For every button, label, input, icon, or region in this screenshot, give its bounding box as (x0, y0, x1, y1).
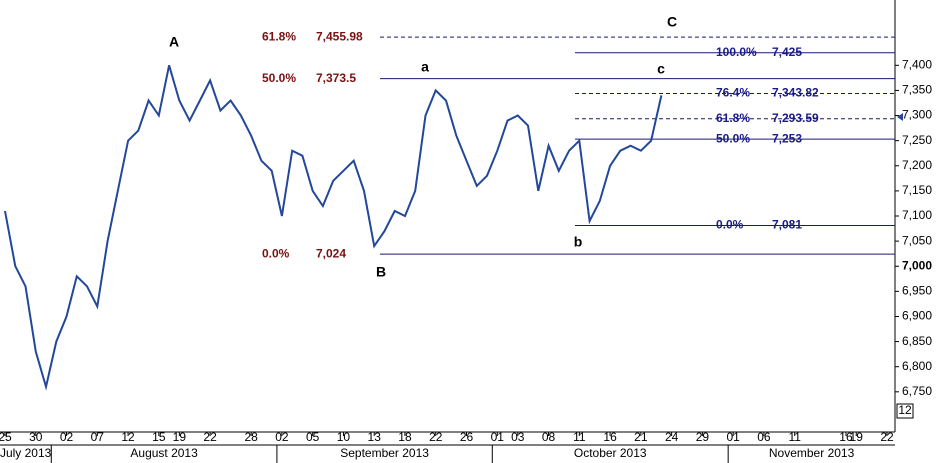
y-tick-label: 7,150 (902, 183, 932, 197)
x-tick-label: 24 (665, 430, 679, 444)
x-tick-label: 05 (306, 430, 320, 444)
fib-price: 7,024 (316, 246, 346, 260)
fib-percent: 0.0% (262, 246, 290, 260)
x-tick-label: 15 (152, 430, 166, 444)
x-tick-label: 03 (511, 430, 525, 444)
fib-price: 7,455.98 (316, 29, 363, 43)
y-tick-label: 6,950 (902, 284, 932, 298)
y-tick-label: 7,000 (902, 258, 932, 272)
y-tick-label: 7,300 (902, 108, 932, 122)
y-tick-label: 6,800 (902, 359, 932, 373)
y-tick-label: 7,100 (902, 208, 932, 222)
x-tick-label: 26 (460, 430, 474, 444)
price-line (4, 65, 663, 391)
fib-percent: 50.0% (716, 131, 750, 145)
y-tick-label: 7,250 (902, 133, 932, 147)
x-tick-label: 12 (121, 430, 135, 444)
x-tick-label: 29 (696, 430, 710, 444)
fib-price: 7,081 (772, 218, 802, 232)
x-tick-label: 08 (542, 430, 556, 444)
y-tick-label: 6,850 (902, 334, 932, 348)
x-tick-label: 16 (603, 430, 617, 444)
fib-percent: 100.0% (716, 45, 757, 59)
x-tick-label: 22 (203, 430, 217, 444)
x-tick-label: 06 (757, 430, 771, 444)
y-tick-label: 7,200 (902, 158, 932, 172)
fib-percent: 76.4% (716, 86, 750, 100)
month-label: September 2013 (340, 446, 429, 460)
x-tick-label: 11 (573, 430, 586, 444)
x-tick-label: 02 (60, 430, 74, 444)
corner-box (896, 403, 914, 419)
month-label: August 2013 (130, 446, 198, 460)
wave-label: C (667, 14, 677, 30)
x-tick-label: 22 (880, 430, 894, 444)
x-tick-label: 18 (398, 430, 412, 444)
fib-price: 7,343.82 (772, 86, 819, 100)
month-label: October 2013 (574, 446, 647, 460)
corner-label: 12 (898, 403, 912, 417)
y-tick-label: 6,750 (902, 384, 932, 398)
fib-percent: 61.8% (262, 29, 296, 43)
x-tick-label: 10 (337, 430, 351, 444)
wave-label: a (421, 59, 429, 75)
x-tick-label: 16 (839, 430, 853, 444)
x-tick-label: 21 (634, 430, 648, 444)
x-tick-label: 19 (850, 430, 864, 444)
x-tick-label: 22 (429, 430, 443, 444)
fib-price: 7,425 (772, 45, 802, 59)
fib-price: 7,253 (772, 131, 802, 145)
wave-label: c (657, 61, 665, 77)
wave-label: A (169, 34, 179, 50)
x-tick-label: 25 (0, 430, 12, 444)
x-tick-label: 13 (368, 430, 382, 444)
x-tick-label: 30 (29, 430, 43, 444)
y-tick-label: 7,400 (902, 57, 932, 71)
month-label: July 2013 (0, 446, 52, 460)
fib-percent: 50.0% (262, 71, 296, 85)
wave-label: b (574, 234, 583, 250)
y-tick-label: 7,050 (902, 233, 932, 247)
x-tick-label: 28 (244, 430, 258, 444)
x-tick-label: 01 (491, 430, 505, 444)
x-tick-label: 19 (173, 430, 187, 444)
x-tick-label: 01 (726, 430, 740, 444)
y-tick-label: 7,350 (902, 83, 932, 97)
x-tick-label: 02 (275, 430, 289, 444)
fib-percent: 0.0% (716, 218, 744, 232)
price-marker (897, 113, 903, 121)
month-label: November 2013 (769, 446, 855, 460)
wave-label: B (376, 264, 386, 280)
fib-percent: 61.8% (716, 111, 750, 125)
fib-price: 7,293.59 (772, 111, 819, 125)
y-tick-label: 6,900 (902, 309, 932, 323)
x-tick-label: 07 (91, 430, 105, 444)
x-tick-label: 11 (788, 430, 801, 444)
fib-price: 7,373.5 (316, 71, 356, 85)
